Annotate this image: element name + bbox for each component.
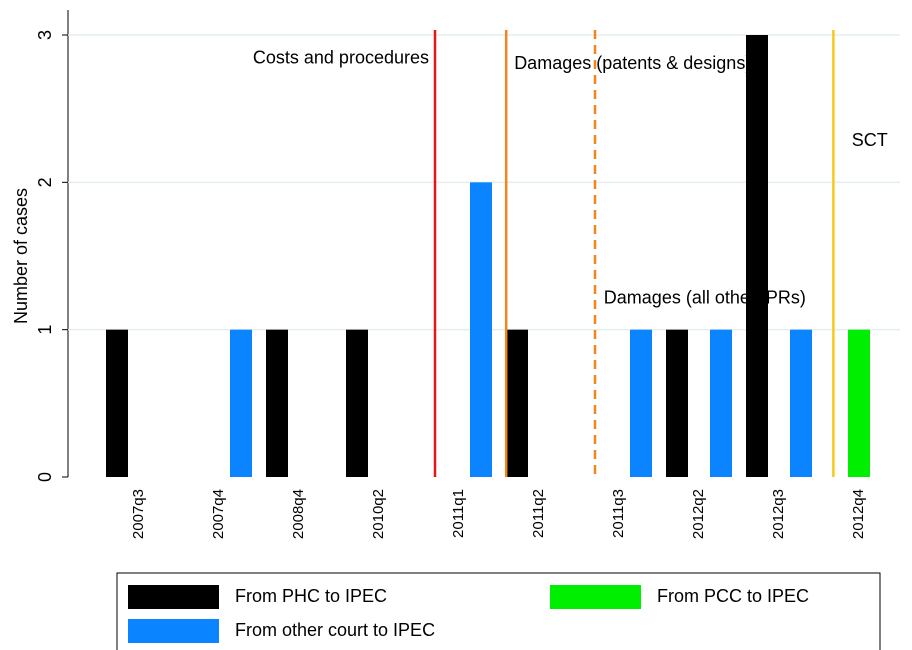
legend-swatch <box>128 585 219 609</box>
bar <box>746 35 768 477</box>
x-tick-label: 2011q3 <box>610 489 627 538</box>
x-tick-label: 2012q2 <box>690 489 707 539</box>
x-tick-label: 2012q4 <box>850 489 867 539</box>
bar <box>106 329 128 477</box>
legend-swatch <box>550 585 641 609</box>
y-axis-label: Number of cases <box>11 188 31 324</box>
y-tick-label: 3 <box>35 30 55 40</box>
x-tick-label: 2010q2 <box>370 489 387 539</box>
bar <box>346 329 368 477</box>
legend-label: From other court to IPEC <box>235 620 435 640</box>
bar <box>506 329 528 477</box>
x-tick-label: 2007q3 <box>130 489 147 539</box>
x-tick-label: 2007q4 <box>210 489 227 539</box>
x-tick-label: 2012q3 <box>770 489 787 539</box>
annotation: Costs and procedures <box>253 47 429 67</box>
annotation: Damages (patents & designs) <box>514 53 751 73</box>
legend-label: From PHC to IPEC <box>235 586 387 606</box>
x-tick-label: 2011q2 <box>530 489 547 538</box>
bar <box>266 329 288 477</box>
annotation: SCT <box>852 130 888 150</box>
legend-label: From PCC to IPEC <box>657 586 809 606</box>
bar <box>848 329 870 477</box>
annotation: Damages (all other IPRs) <box>604 287 806 307</box>
x-tick-label: 2008q4 <box>290 489 307 539</box>
legend-swatch <box>128 619 219 643</box>
bar <box>790 329 812 477</box>
bar <box>470 182 492 478</box>
bar <box>710 329 732 477</box>
bar <box>230 329 252 477</box>
y-tick-label: 2 <box>35 177 55 187</box>
bar <box>630 329 652 477</box>
y-tick-label: 1 <box>35 325 55 335</box>
x-tick-label: 2011q1 <box>450 489 467 538</box>
y-tick-label: 0 <box>35 472 55 482</box>
legend-box <box>116 572 881 650</box>
bar <box>666 329 688 477</box>
